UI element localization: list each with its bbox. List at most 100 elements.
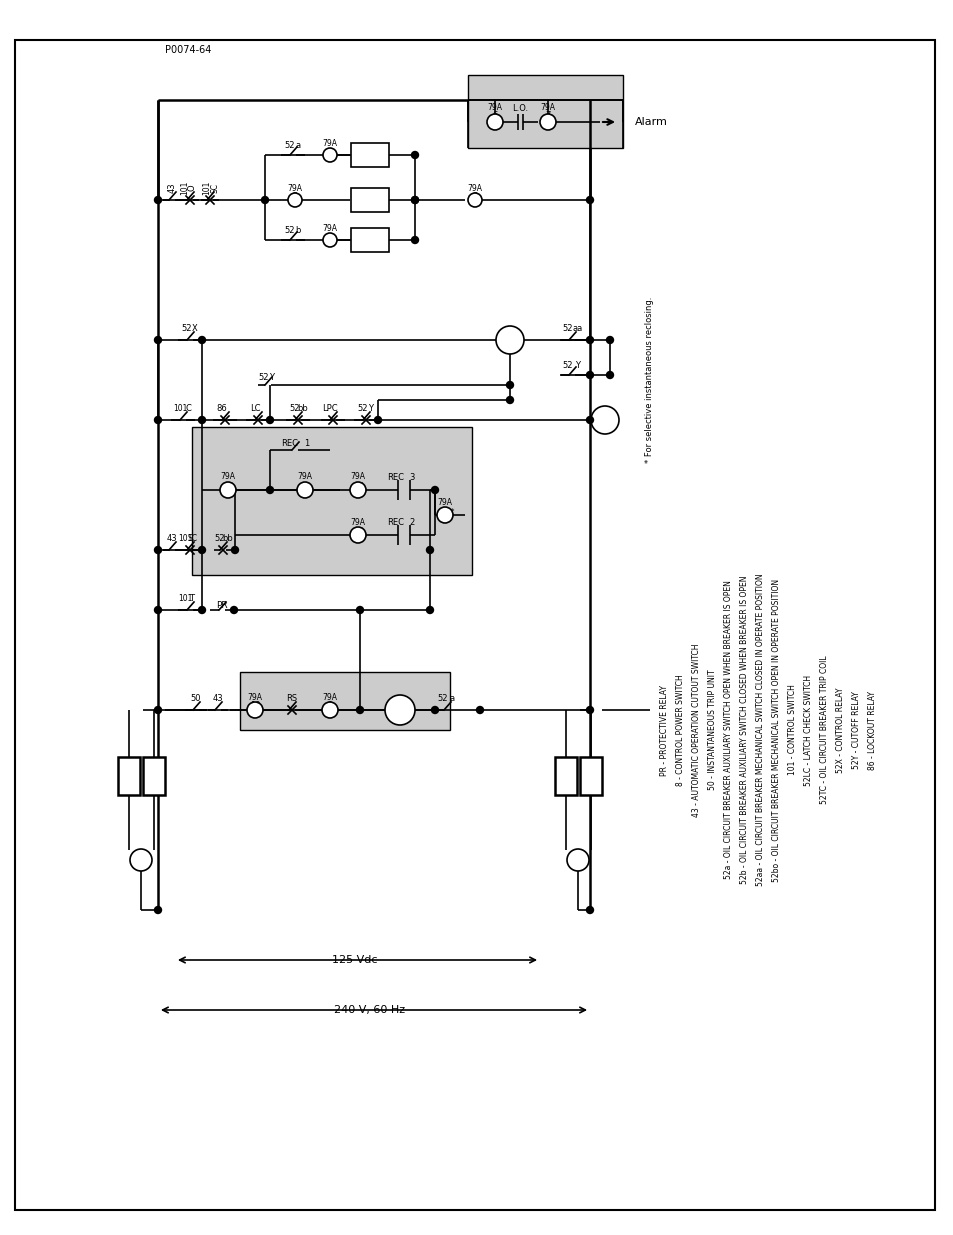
Text: 52TC - OIL CIRCUIT BREAKER TRIP COIL: 52TC - OIL CIRCUIT BREAKER TRIP COIL [820,656,828,804]
Text: 10: 10 [250,700,260,709]
Circle shape [154,416,161,424]
Text: T: T [190,594,194,603]
Circle shape [323,148,336,162]
Text: 52: 52 [562,361,573,369]
Text: Alarm: Alarm [635,117,667,127]
Text: 79A: 79A [437,498,452,506]
Text: Y: Y [575,361,579,369]
Text: 101 - CONTROL SWITCH: 101 - CONTROL SWITCH [787,684,796,776]
Text: 2: 2 [409,517,415,526]
Text: TC: TC [395,715,405,724]
Circle shape [350,527,366,543]
Circle shape [426,547,433,553]
Text: 79A: 79A [297,472,313,480]
Circle shape [506,396,513,404]
Circle shape [375,416,381,424]
Circle shape [468,193,481,207]
Text: 52b - OIL CIRCUIT BREAKER AUXILIARY SWITCH CLOSED WHEN BREAKER IS OPEN: 52b - OIL CIRCUIT BREAKER AUXILIARY SWIT… [740,576,748,884]
Text: 101: 101 [177,594,192,603]
Circle shape [590,406,618,433]
Circle shape [356,706,363,714]
Circle shape [231,606,237,614]
Text: 52a - OIL CIRCUIT BREAKER AUXILIARY SWITCH OPEN WHEN BREAKER IS OPEN: 52a - OIL CIRCUIT BREAKER AUXILIARY SWIT… [723,580,732,879]
Circle shape [198,416,205,424]
Text: 7: 7 [545,110,550,120]
Circle shape [356,606,363,614]
Text: 79A: 79A [287,184,302,193]
Circle shape [296,482,313,498]
Text: 50: 50 [191,694,201,703]
Bar [240,672,450,730]
Text: 101: 101 [202,180,212,195]
Text: 52: 52 [214,534,225,542]
Circle shape [586,416,593,424]
Text: 8: 8 [472,191,477,200]
Text: LC: LC [250,404,260,412]
Text: 1: 1 [327,700,333,709]
Circle shape [586,336,593,343]
Text: 86 - LOCKOUT RELAY: 86 - LOCKOUT RELAY [867,690,876,769]
Circle shape [130,848,152,871]
Text: 43: 43 [168,183,176,194]
Circle shape [431,706,438,714]
Text: b: b [295,226,300,235]
Text: PR: PR [216,600,228,610]
Text: * For selective instantaneous reclosing.: * For selective instantaneous reclosing. [644,296,654,463]
Circle shape [586,906,593,914]
Circle shape [322,701,337,718]
Circle shape [220,482,235,498]
Text: 8: 8 [575,855,580,864]
Text: SC: SC [188,534,198,542]
Text: 52: 52 [182,324,193,332]
Circle shape [247,701,263,718]
Circle shape [154,606,161,614]
Circle shape [154,196,161,204]
Circle shape [232,547,238,553]
Text: bb: bb [222,534,233,542]
Circle shape [566,848,588,871]
Text: 52X - CONTROL RELAY: 52X - CONTROL RELAY [835,687,844,773]
Text: 1: 1 [304,438,310,447]
Circle shape [586,372,593,378]
Text: 79A: 79A [350,472,365,480]
Text: 6: 6 [492,110,497,120]
Text: 43: 43 [213,694,223,703]
Text: 16: 16 [353,482,363,490]
Bar [351,188,389,212]
Text: 15: 15 [353,526,363,536]
Text: L.O.: L.O. [512,104,528,112]
Text: 79A: 79A [322,138,337,147]
Text: 79A: 79A [467,184,482,193]
Text: 8 - CONTROL POWER SWITCH: 8 - CONTROL POWER SWITCH [676,674,684,785]
Circle shape [198,336,205,343]
Bar [468,75,622,148]
Text: 240 V, 60 Hz: 240 V, 60 Hz [335,1005,405,1015]
Text: 3: 3 [409,473,415,482]
Text: 2: 2 [292,191,297,200]
Text: X: X [192,324,197,332]
Circle shape [350,482,366,498]
Text: REC: REC [281,438,298,447]
Text: 52aa - OIL CIRCUIT BREAKER MECHANICAL SWITCH CLOSED IN OPERATE POSITION: 52aa - OIL CIRCUIT BREAKER MECHANICAL SW… [755,574,764,887]
Text: 52: 52 [357,404,368,412]
Bar [555,757,577,795]
Circle shape [411,196,418,204]
Circle shape [154,906,161,914]
Text: P.S.: P.S. [361,195,378,205]
Circle shape [506,382,513,389]
Text: 12: 12 [299,482,310,490]
Text: 52: 52 [437,694,448,703]
Text: aa: aa [572,324,582,332]
Text: REC: REC [387,517,404,526]
Text: 125 Vdc: 125 Vdc [332,955,377,965]
Circle shape [411,152,418,158]
Text: REC: REC [387,473,404,482]
Circle shape [586,196,593,204]
Bar [351,143,389,167]
Circle shape [154,706,161,714]
Text: 79A: 79A [247,693,262,701]
Text: 52: 52 [290,404,300,412]
Bar [143,757,165,795]
Text: 50 - INSTANTANEOUS TRIP UNIT: 50 - INSTANTANEOUS TRIP UNIT [707,669,717,790]
Text: O: O [188,185,196,191]
